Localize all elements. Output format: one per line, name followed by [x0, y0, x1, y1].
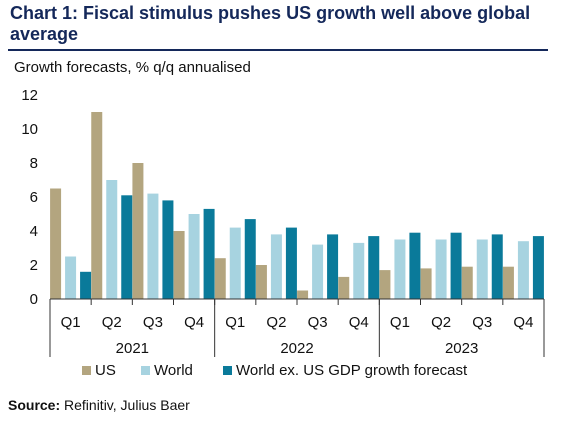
legend-label: World ex. US GDP growth forecast [236, 362, 468, 379]
x-tick-label: Q1 [61, 314, 81, 331]
legend-swatch [82, 366, 91, 375]
bar-world [394, 239, 406, 299]
bar-world [147, 193, 159, 299]
x-group-label: 2023 [445, 340, 478, 357]
x-group-label: 2021 [116, 340, 149, 357]
bar-us [214, 258, 226, 299]
title-divider [8, 49, 548, 51]
y-tick-label: 6 [30, 189, 38, 206]
bar-us [91, 112, 103, 299]
y-tick-label: 12 [21, 87, 38, 104]
x-tick-label: Q1 [390, 314, 410, 331]
bar-world [435, 239, 447, 299]
bar-us [379, 270, 391, 299]
bar-world [106, 180, 118, 299]
x-tick-label: Q3 [143, 314, 163, 331]
x-tick-label: Q4 [349, 314, 369, 331]
x-tick-label: Q3 [308, 314, 328, 331]
source-note: Source: Refinitiv, Julius Baer [8, 397, 190, 413]
legend-swatch [223, 366, 232, 375]
bar-us [50, 188, 62, 299]
bar-world-ex-us-gdp-growth-forecast [162, 200, 174, 299]
bar-world-ex-us-gdp-growth-forecast [491, 234, 503, 299]
y-tick-label: 2 [30, 257, 38, 274]
bar-world [270, 234, 282, 299]
bar-us [502, 266, 514, 299]
x-tick-label: Q4 [513, 314, 533, 331]
x-tick-label: Q3 [472, 314, 492, 331]
legend-swatch [141, 366, 150, 375]
bar-world-ex-us-gdp-growth-forecast [532, 236, 544, 299]
legend-label: US [95, 362, 116, 379]
legend-label: World [154, 362, 193, 379]
bar-world-ex-us-gdp-growth-forecast [80, 271, 92, 299]
bar-us [173, 231, 185, 299]
bar-world [65, 256, 77, 299]
bar-us [132, 163, 144, 299]
x-tick-label: Q1 [225, 314, 245, 331]
bar-world [517, 241, 529, 299]
bar-world [353, 242, 365, 299]
bar-world-ex-us-gdp-growth-forecast [203, 208, 215, 299]
chart-title: Chart 1: Fiscal stimulus pushes US growt… [10, 3, 531, 44]
bar-world-ex-us-gdp-growth-forecast [244, 219, 256, 299]
bar-us [297, 290, 309, 299]
bar-us [338, 276, 350, 299]
x-tick-label: Q2 [102, 314, 122, 331]
bar-world-ex-us-gdp-growth-forecast [368, 236, 380, 299]
bar-world [229, 227, 241, 299]
bar-world-ex-us-gdp-growth-forecast [285, 227, 297, 299]
bar-us [255, 265, 267, 299]
y-tick-label: 4 [30, 223, 38, 240]
bar-world-ex-us-gdp-growth-forecast [121, 195, 133, 299]
x-tick-label: Q4 [184, 314, 204, 331]
x-tick-label: Q2 [266, 314, 286, 331]
y-tick-label: 0 [30, 291, 38, 308]
bar-world [476, 239, 488, 299]
bar-world-ex-us-gdp-growth-forecast [327, 234, 339, 299]
bar-world [312, 244, 324, 299]
bar-world-ex-us-gdp-growth-forecast [409, 232, 421, 299]
source-label: Source: [8, 397, 61, 413]
bar-world-ex-us-gdp-growth-forecast [450, 232, 462, 299]
bar-us [420, 268, 432, 299]
bar-us [461, 266, 473, 299]
x-group-label: 2022 [280, 340, 313, 357]
x-tick-label: Q2 [431, 314, 451, 331]
bar-world [188, 214, 200, 299]
y-tick-label: 8 [30, 155, 38, 172]
y-tick-label: 10 [21, 121, 38, 138]
source-text: Refinitiv, Julius Baer [64, 397, 190, 413]
y-axis-label: Growth forecasts, % q/q annualised [14, 59, 251, 76]
